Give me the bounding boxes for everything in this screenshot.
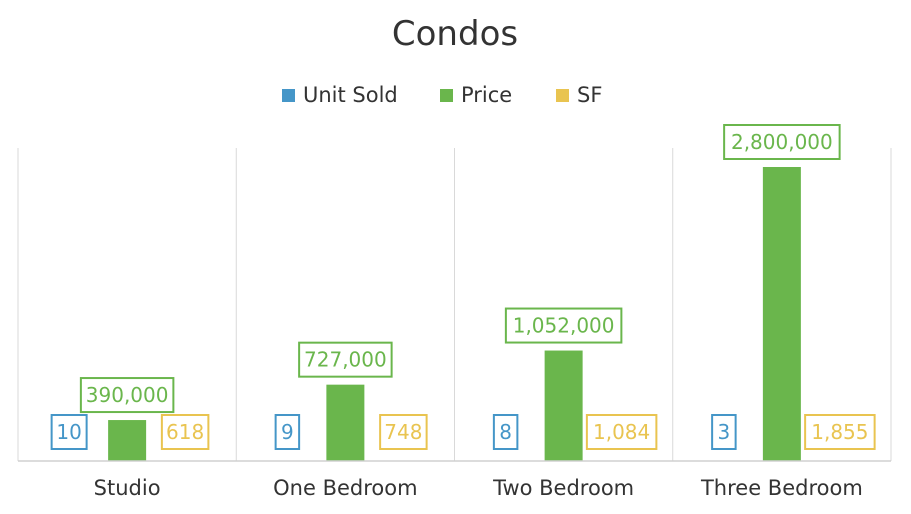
data-label-text: 3 [718, 420, 731, 444]
bars [50, 167, 859, 461]
data-label-box [298, 341, 393, 378]
bar-price-studio [108, 420, 147, 461]
data-label-box [274, 414, 301, 450]
data-label-box [492, 414, 519, 450]
bar-price-two-bedroom [544, 350, 583, 461]
data-label-unit-sold-one-bedroom: 9 [274, 414, 301, 450]
data-label-text: 1,052,000 [513, 314, 615, 338]
bar-price-three-bedroom [762, 167, 801, 461]
legend-swatch-price [440, 89, 453, 102]
category-separators [17, 148, 892, 461]
data-label-box [723, 124, 841, 160]
data-label-box [585, 414, 658, 450]
chart-title: Condos [392, 14, 518, 54]
data-label-sf-three-bedroom: 1,855 [804, 414, 876, 450]
data-label-box [804, 414, 876, 450]
legend-swatch-unit-sold [282, 89, 295, 102]
category-label-studio: Studio [94, 476, 161, 500]
data-label-unit-sold-three-bedroom: 3 [711, 414, 737, 450]
data-label-price-studio: 390,000 [79, 377, 175, 414]
data-label-box [79, 377, 175, 414]
data-label-text: 390,000 [86, 383, 169, 407]
category-label-two-bedroom: Two Bedroom [492, 476, 634, 500]
category-label-three-bedroom: Three Bedroom [700, 476, 863, 500]
category-labels: Studio One Bedroom Two Bedroom Three Bedroo… [94, 476, 863, 500]
data-label-sf-one-bedroom: 748 [379, 414, 428, 450]
data-label-text: 727,000 [304, 348, 387, 372]
data-label-text: 618 [166, 420, 204, 444]
data-label-text: 9 [281, 420, 294, 444]
category-label-one-bedroom: One Bedroom [273, 476, 417, 500]
data-label-price-one-bedroom: 727,000 [298, 341, 393, 378]
data-label-box [160, 414, 210, 450]
data-label-price-two-bedroom: 1,052,000 [504, 307, 623, 344]
data-label-price-three-bedroom: 2,800,000 [723, 124, 841, 160]
data-label-sf-studio: 618 [160, 414, 210, 450]
legend-label-price: Price [461, 83, 512, 107]
data-label-unit-sold-studio: 10 [50, 414, 88, 450]
bar-price-one-bedroom [326, 384, 365, 461]
legend-swatch-sf [556, 89, 569, 102]
legend: Unit Sold Price SF [282, 83, 602, 107]
data-label-text: 1,855 [811, 420, 868, 444]
data-label-text: 8 [499, 420, 512, 444]
data-label-unit-sold-two-bedroom: 8 [492, 414, 519, 450]
legend-label-unit-sold: Unit Sold [303, 83, 398, 107]
data-label-text: 1,084 [593, 420, 650, 444]
legend-label-sf: SF [577, 83, 602, 107]
data-label-text: 10 [56, 420, 81, 444]
data-label-box [50, 414, 88, 450]
data-label-sf-two-bedroom: 1,084 [585, 414, 658, 450]
data-label-box [711, 414, 737, 450]
data-label-text: 2,800,000 [731, 130, 833, 154]
data-label-box [379, 414, 428, 450]
data-label-text: 748 [384, 420, 422, 444]
data-label-box [504, 307, 623, 344]
